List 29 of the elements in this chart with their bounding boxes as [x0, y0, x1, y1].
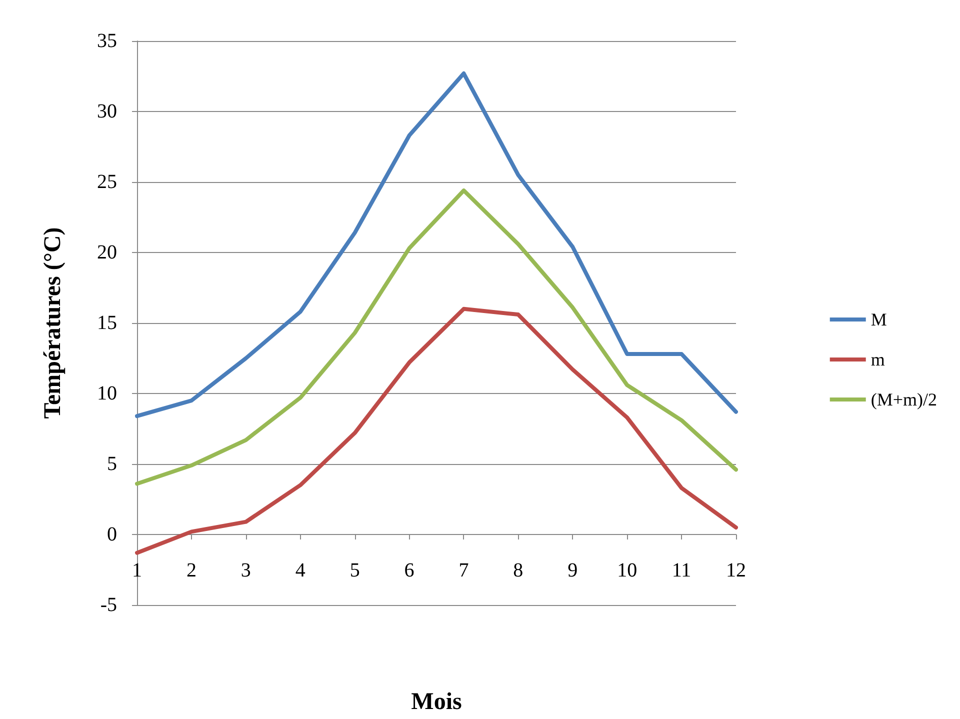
x-tick-label: 8: [513, 560, 524, 582]
y-tick-label: 20: [97, 242, 117, 264]
x-axis-title: Mois: [411, 689, 462, 715]
x-tick-label: 4: [295, 560, 306, 582]
legend-label: (M+m)/2: [870, 390, 938, 410]
x-tick-label: 7: [458, 560, 469, 582]
y-tick-label: 5: [107, 453, 117, 475]
x-tick-label: 1: [132, 560, 142, 582]
line-series: [135, 306, 738, 555]
y-tick-label: 15: [97, 312, 117, 334]
y-axis-title: Températures (°C): [40, 227, 66, 419]
legend-label: m: [870, 350, 885, 370]
x-tick-label: 12: [726, 560, 746, 582]
y-tick-label: 0: [107, 524, 117, 546]
x-tick-label: 11: [672, 560, 692, 582]
x-tick-label: 6: [404, 560, 414, 582]
x-tick-label: 10: [617, 560, 638, 582]
x-tick-label: 5: [350, 560, 360, 582]
x-tick-label: 9: [568, 560, 578, 582]
x-tick-label: 3: [240, 560, 251, 582]
line-series: [135, 71, 738, 418]
legend-label: M: [870, 310, 887, 330]
line-series: [135, 188, 738, 486]
y-tick-label: 10: [97, 382, 117, 404]
y-tick-label: -5: [100, 594, 117, 616]
x-tick-label: 2: [186, 560, 196, 582]
y-tick-label: 35: [97, 30, 117, 52]
y-tick-label: 25: [97, 171, 117, 193]
y-tick-label: 30: [97, 100, 117, 122]
